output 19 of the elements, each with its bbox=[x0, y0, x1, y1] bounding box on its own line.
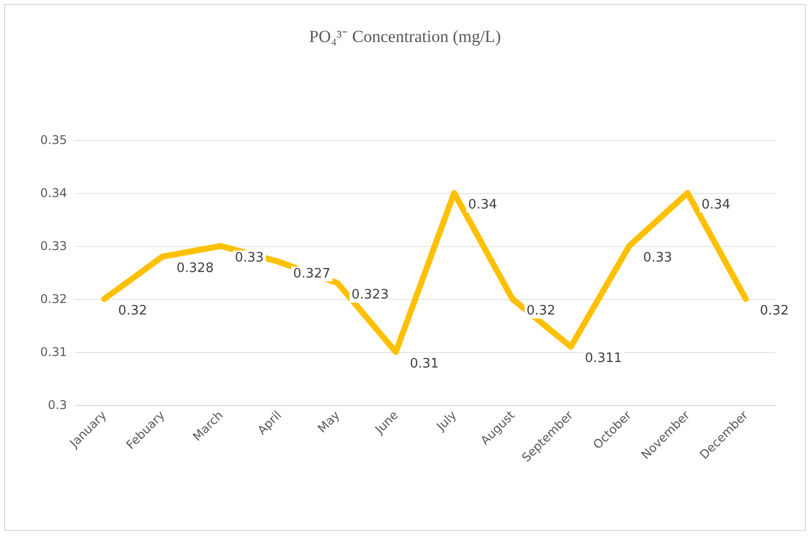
data-label: 0.32 bbox=[526, 304, 556, 318]
data-label: 0.31 bbox=[410, 356, 439, 372]
data-label: 0.32 bbox=[760, 304, 789, 318]
data-label: 0.32 bbox=[118, 304, 148, 318]
data-label: 0.33 bbox=[234, 250, 264, 266]
data-label: 0.311 bbox=[584, 351, 622, 366]
data-label: 0.33 bbox=[643, 250, 672, 266]
y-tick-label: 0.32 bbox=[40, 292, 67, 306]
y-tick-label: 0.35 bbox=[40, 133, 67, 147]
chart-title: PO₄³⁻ Concentration (mg/L) bbox=[309, 27, 501, 46]
data-label: 0.328 bbox=[176, 261, 214, 276]
y-tick-label: 0.31 bbox=[40, 345, 67, 359]
y-tick-label: 0.3 bbox=[48, 398, 67, 412]
data-label: 0.327 bbox=[293, 266, 330, 282]
data-label: 0.323 bbox=[352, 288, 389, 303]
data-label: 0.34 bbox=[702, 198, 730, 212]
y-tick-label: 0.33 bbox=[40, 239, 67, 253]
y-tick-label: 0.34 bbox=[40, 186, 67, 200]
data-label: 0.34 bbox=[468, 198, 498, 212]
